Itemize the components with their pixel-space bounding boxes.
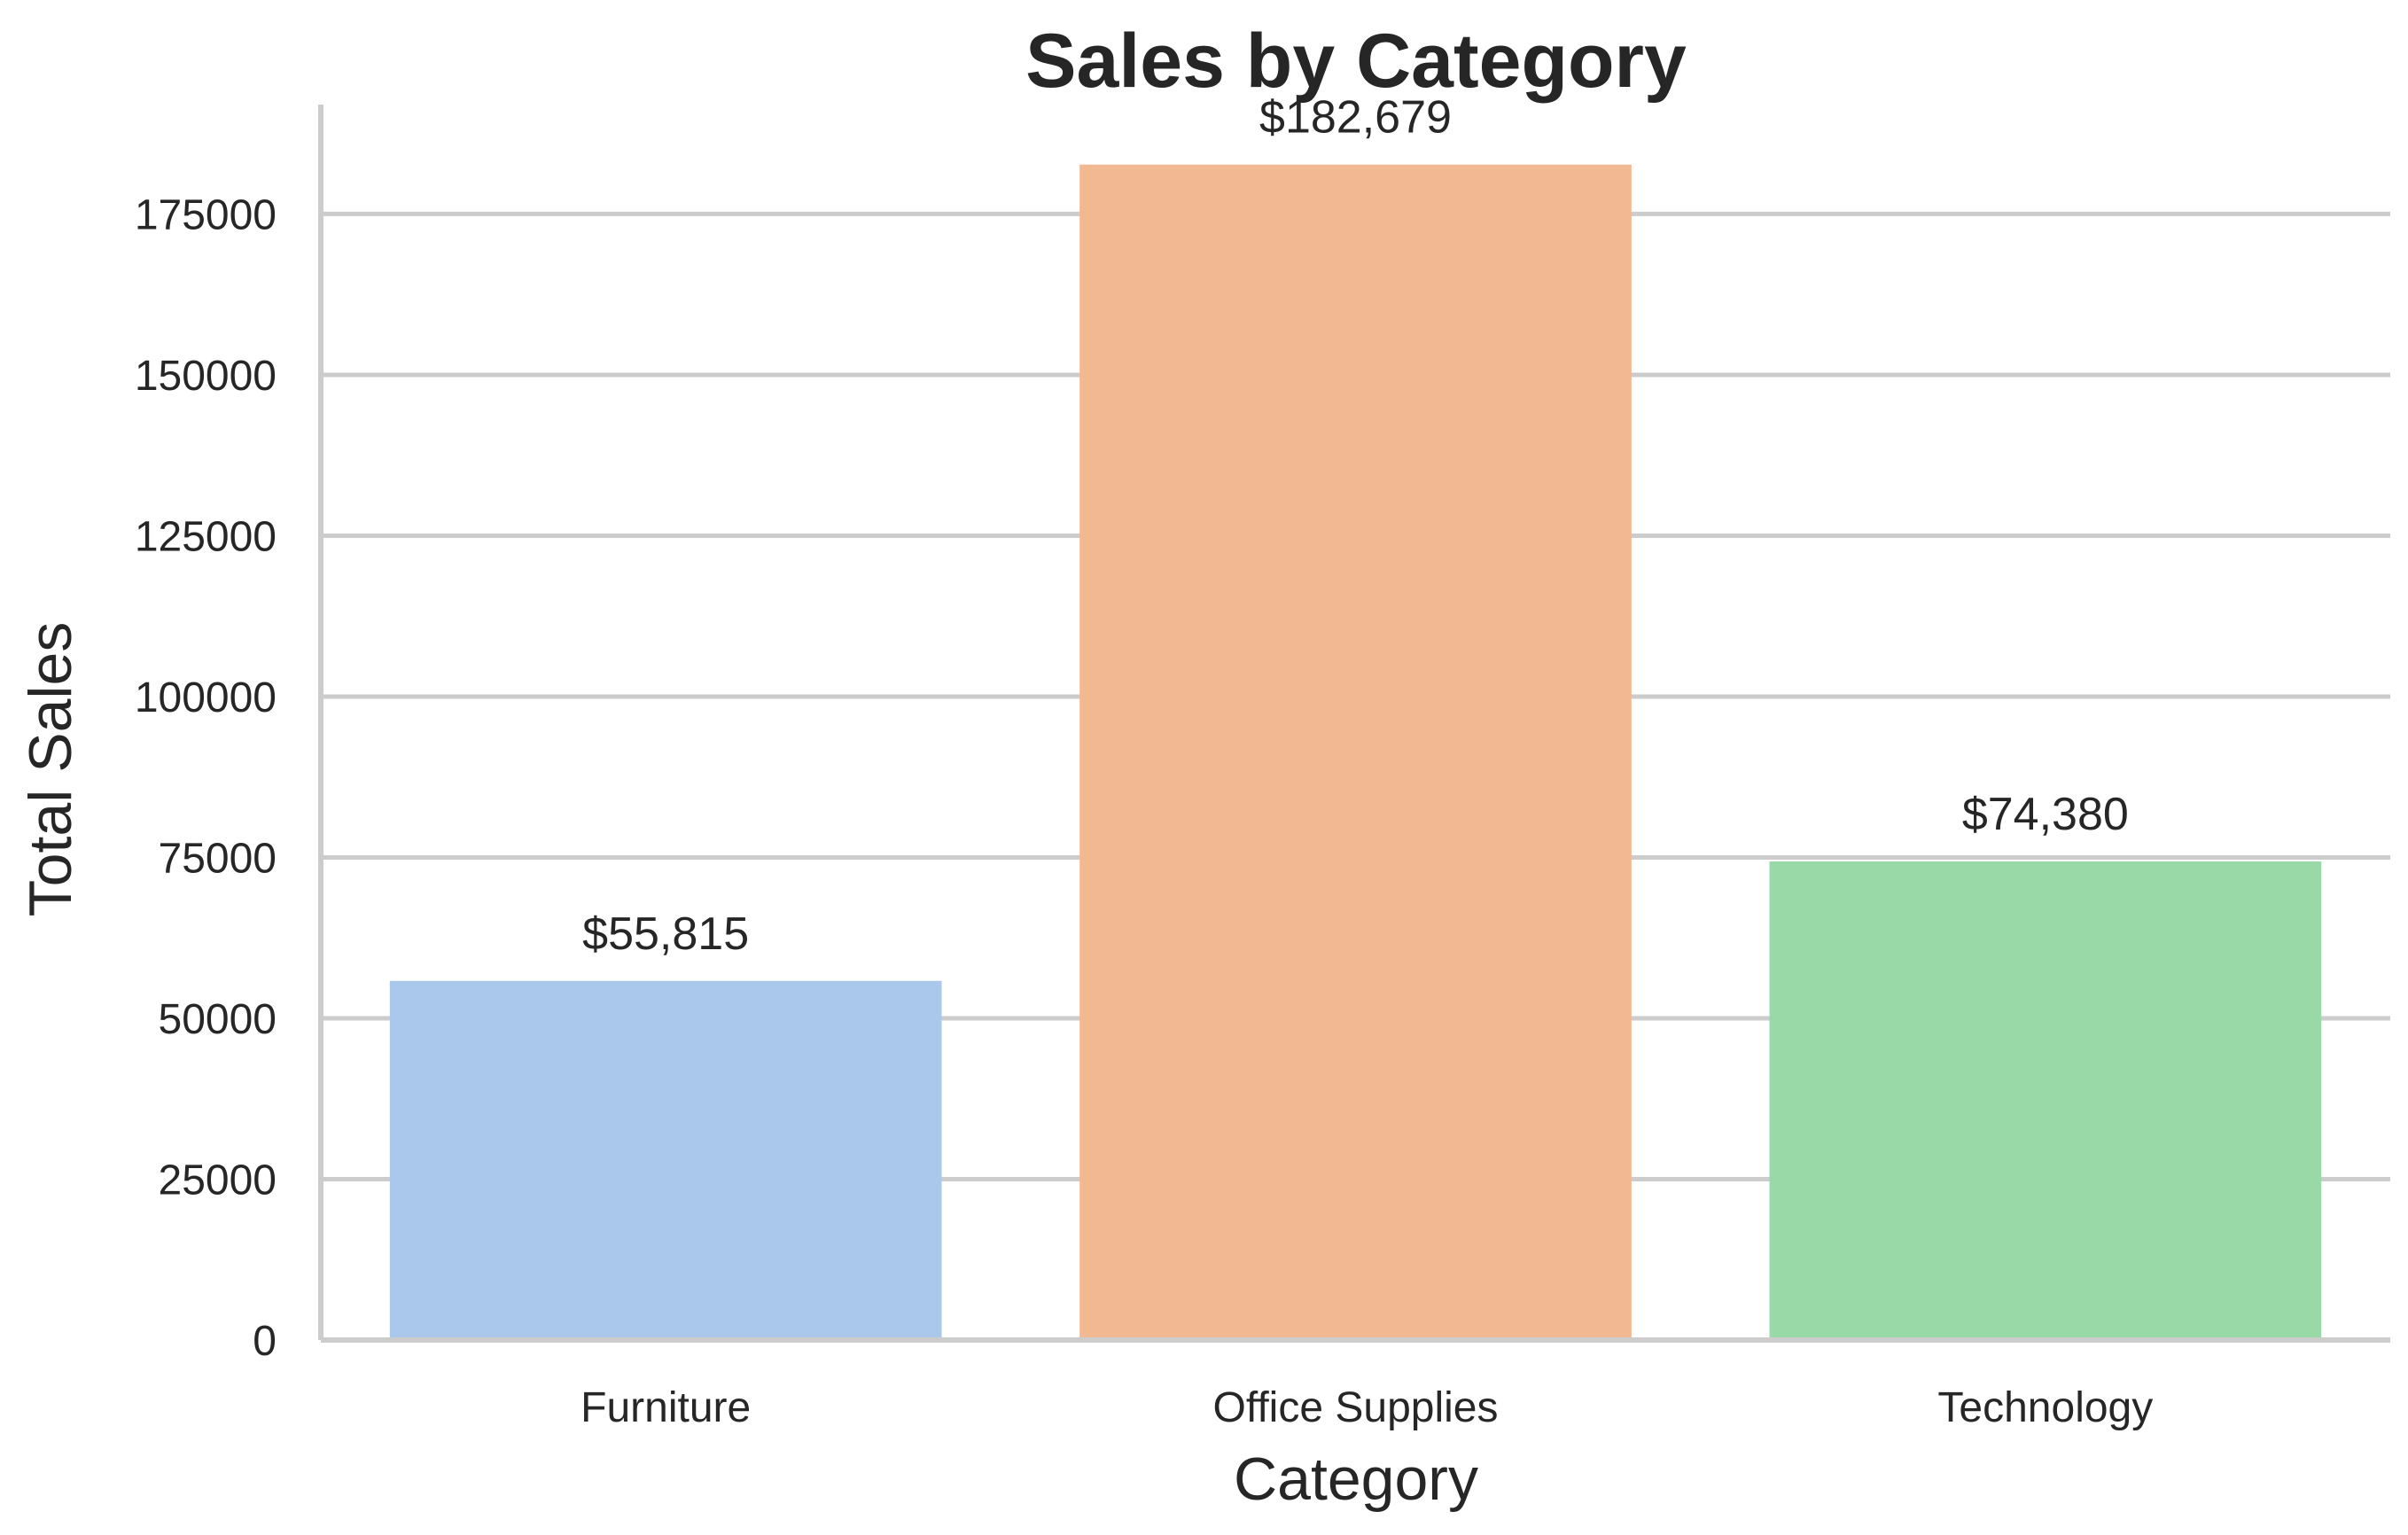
bar-value-label: $74,380: [1962, 789, 2129, 840]
x-axis-title: Category: [1234, 1445, 1478, 1513]
y-tick-label: 125000: [135, 513, 277, 560]
x-tick-label: Furniture: [581, 1384, 751, 1431]
bar: [389, 980, 942, 1340]
y-tick-labels: 0 25000 50000 75000 100000 125000 150000 175000: [135, 191, 277, 1365]
x-tick-labels: Furniture Office Supplies Technology: [581, 1384, 2153, 1431]
x-tick-label: Technology: [1937, 1384, 2153, 1431]
bar-value-labels: $55,815 $182,679 $74,380: [582, 92, 2129, 960]
axes: [318, 105, 2390, 1343]
bar-value-label: $182,679: [1259, 92, 1452, 144]
y-tick-label: 150000: [135, 353, 277, 400]
y-tick-label: 100000: [135, 674, 277, 721]
y-tick-label: 25000: [159, 1157, 277, 1204]
chart-title: Sales by Category: [1025, 19, 1687, 104]
y-tick-label: 175000: [135, 191, 277, 238]
y-axis-title: Total Sales: [17, 622, 84, 917]
bar: [1769, 861, 2322, 1340]
y-tick-label: 75000: [159, 835, 277, 882]
y-tick-label: 50000: [159, 996, 277, 1043]
bar-value-label: $55,815: [582, 908, 749, 960]
x-tick-label: Office Supplies: [1213, 1384, 1499, 1431]
bars: [389, 164, 2322, 1341]
y-tick-label: 0: [253, 1318, 277, 1365]
bar: [1079, 164, 1632, 1341]
